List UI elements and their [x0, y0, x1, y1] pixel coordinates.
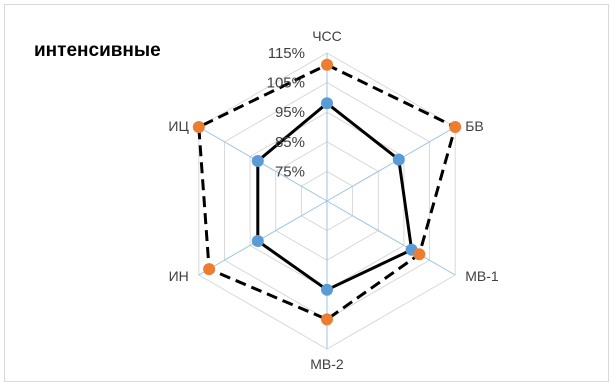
- chart-title: интенсивные: [34, 40, 161, 61]
- category-label: МВ-2: [310, 356, 344, 372]
- series-2-point-3: [321, 313, 333, 326]
- category-label: МВ-1: [465, 268, 499, 284]
- series-1-point-0: [321, 97, 333, 110]
- radar-series: [192, 58, 462, 326]
- axis-line-1: [326, 126, 456, 202]
- tick-label: 75%: [275, 163, 305, 180]
- axis-line-2: [326, 200, 456, 276]
- series-1-point-5: [251, 155, 264, 167]
- tick-label: 105%: [267, 75, 305, 92]
- category-label: БВ: [465, 118, 484, 134]
- category-label: ИЦ: [168, 118, 189, 134]
- tick-label: 85%: [275, 134, 305, 151]
- series-1-point-3: [321, 283, 333, 296]
- category-label: ЧСС: [312, 28, 342, 44]
- chart-area: [4, 4, 609, 382]
- series-2-point-1: [449, 121, 462, 133]
- series-1-point-1: [392, 153, 405, 166]
- category-labels: ЧСС БВ МВ-1 МВ-2 ИН ИЦ: [168, 28, 498, 372]
- tick-labels: 75% 85% 95% 105% 115%: [267, 45, 305, 180]
- tick-label: 115%: [268, 45, 305, 62]
- series-2-point-4: [203, 263, 216, 276]
- category-label: ИН: [169, 268, 189, 284]
- series-2-point-2: [413, 248, 426, 261]
- tick-label: 95%: [275, 104, 305, 121]
- series-1-point-4: [251, 235, 264, 247]
- series-2-point-0: [321, 58, 333, 71]
- series-2-point-5: [192, 121, 205, 133]
